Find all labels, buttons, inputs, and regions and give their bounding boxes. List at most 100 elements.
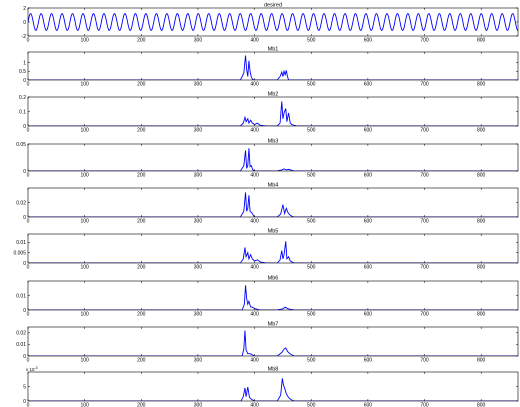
subplot-mb3: 0 100 200 300 400 500 600 700 800 0 0.05 Mb3	[16, 139, 519, 179]
y-tick-label: 0	[23, 124, 26, 130]
y-tick-label: 0.1	[19, 109, 26, 115]
subplot-title: desired	[264, 3, 282, 9]
x-tick-label: 600	[364, 358, 373, 364]
x-tick-label: 700	[420, 128, 429, 134]
x-tick-label: 100	[80, 82, 89, 88]
subplot-title: Mb6	[268, 276, 279, 282]
x-tick-label: 200	[137, 265, 146, 271]
x-tick-label: 500	[307, 38, 316, 44]
series-line	[28, 148, 518, 171]
x-tick-label: 500	[307, 128, 316, 134]
x-tick-label: 0	[27, 403, 30, 407]
axes-box	[27, 143, 519, 172]
x-tick-label: 400	[250, 403, 259, 407]
y-tick-label: 0.01	[16, 240, 26, 246]
x-tick-label: 400	[250, 173, 259, 179]
x-tick-label: 300	[194, 265, 203, 271]
axes-box	[27, 96, 519, 127]
x-tick-label: 600	[364, 128, 373, 134]
y-tick-label: 0.5	[19, 69, 26, 75]
axes-box	[27, 280, 519, 311]
subplot-title: Mb8	[268, 367, 279, 373]
x-tick-label: 0	[27, 219, 30, 225]
y-tick-label: 0	[23, 169, 26, 175]
x-tick-label: 700	[420, 219, 429, 225]
x-tick-label: 0	[27, 128, 30, 134]
x-tick-label: 700	[420, 358, 429, 364]
x-tick-label: 300	[194, 82, 203, 88]
subplot-title: Mb4	[268, 183, 279, 189]
x-tick-label: 800	[477, 265, 486, 271]
subplot-mb7: 0 100 200 300 400 500 600 700 800 0 0.01 0.02 Mb7	[16, 322, 519, 364]
x-tick-label: 500	[307, 173, 316, 179]
y-tick-label: 0	[23, 354, 26, 360]
subplot-mb5: 0 100 200 300 400 500 600 700 800 0 0.005 0.01 Mb5	[13, 229, 519, 271]
x-tick-label: 400	[250, 312, 259, 318]
x-tick-label: 200	[137, 358, 146, 364]
x-tick-label: 600	[364, 403, 373, 407]
x-tick-label: 800	[477, 38, 486, 44]
x-tick-label: 700	[420, 265, 429, 271]
x-tick-label: 300	[194, 219, 203, 225]
x-tick-label: 100	[80, 403, 89, 407]
x-tick-label: 800	[477, 219, 486, 225]
series-line	[28, 192, 518, 217]
x-tick-label: 700	[420, 403, 429, 407]
x-tick-label: 400	[250, 358, 259, 364]
subplot-title: Mb2	[268, 92, 279, 98]
series-line	[28, 13, 518, 31]
x-tick-label: 200	[137, 38, 146, 44]
y-tick-label: 0.01	[16, 293, 26, 299]
subplot-mb8: 0 100 200 300 400 500 600 700 800 0 5 Mb8 x 10-3	[23, 366, 519, 407]
x-tick-label: 700	[420, 82, 429, 88]
x-tick-label: 0	[27, 173, 30, 179]
series-line	[28, 55, 518, 80]
x-tick-label: 500	[307, 265, 316, 271]
x-tick-label: 500	[307, 312, 316, 318]
x-tick-label: 700	[420, 38, 429, 44]
y-tick-label: 0	[23, 308, 26, 314]
x-tick-label: 600	[364, 265, 373, 271]
y-tick-label: 0.005	[13, 250, 26, 256]
x-tick-label: 800	[477, 173, 486, 179]
x-tick-label: 400	[250, 219, 259, 225]
y-tick-label: 1	[23, 60, 26, 66]
x-tick-label: 700	[420, 173, 429, 179]
series-line	[28, 330, 518, 356]
axes-box	[27, 233, 519, 264]
x-tick-label: 300	[194, 38, 203, 44]
x-tick-label: 200	[137, 82, 146, 88]
x-tick-label: 100	[80, 128, 89, 134]
x-tick-label: 200	[137, 312, 146, 318]
y-tick-label: 0.01	[16, 342, 26, 348]
y-tick-label: 5	[23, 384, 26, 390]
axes-box	[27, 51, 519, 81]
x-tick-label: 500	[307, 403, 316, 407]
x-tick-label: 100	[80, 358, 89, 364]
x-tick-label: 800	[477, 403, 486, 407]
x-tick-label: 100	[80, 38, 89, 44]
x-tick-label: 600	[364, 312, 373, 318]
x-tick-label: 300	[194, 173, 203, 179]
x-tick-label: 100	[80, 173, 89, 179]
x-tick-label: 100	[80, 265, 89, 271]
x-tick-label: 0	[27, 38, 30, 44]
x-tick-label: 600	[364, 219, 373, 225]
y-tick-label: 0	[23, 399, 26, 405]
x-tick-label: 600	[364, 38, 373, 44]
x-tick-label: 200	[137, 173, 146, 179]
x-tick-label: 500	[307, 219, 316, 225]
x-tick-label: 800	[477, 82, 486, 88]
subplot-mb4: 0 100 200 300 400 500 600 700 800 0 0.02 Mb4	[16, 183, 519, 225]
x-tick-label: 200	[137, 403, 146, 407]
y-tick-label: -2	[22, 34, 27, 40]
y-tick-label: 0	[23, 20, 26, 26]
series-line	[28, 378, 518, 401]
y-tick-label: 2	[23, 6, 26, 12]
x-tick-label: 400	[250, 82, 259, 88]
axes-box	[27, 326, 519, 357]
subplot-title: Mb1	[268, 47, 279, 53]
x-tick-label: 600	[364, 173, 373, 179]
x-tick-label: 100	[80, 219, 89, 225]
